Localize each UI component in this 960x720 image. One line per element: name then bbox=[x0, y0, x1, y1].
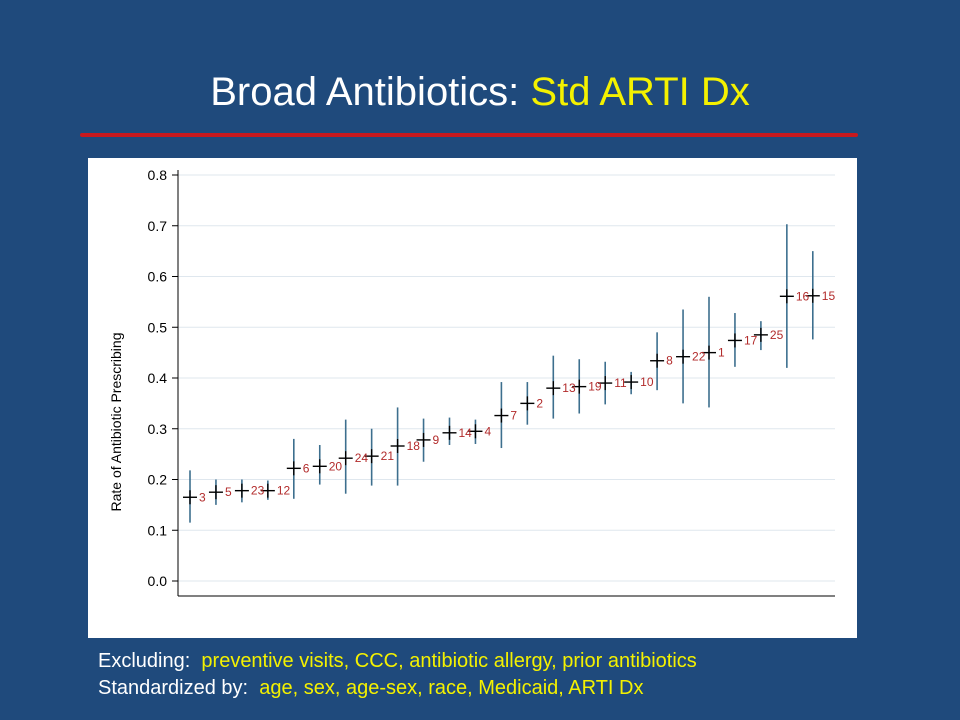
point-label: 14 bbox=[459, 426, 473, 440]
confidence-intervals bbox=[189, 224, 814, 523]
point-label: 15 bbox=[822, 289, 836, 303]
data-point bbox=[624, 375, 639, 390]
y-tick-label: 0.3 bbox=[148, 421, 168, 437]
data-point bbox=[650, 353, 665, 368]
y-tick-label: 0.5 bbox=[148, 319, 168, 335]
data-point bbox=[468, 424, 483, 439]
data-point bbox=[676, 349, 691, 364]
data-point bbox=[805, 288, 820, 303]
point-label: 20 bbox=[329, 459, 343, 473]
point-label: 23 bbox=[251, 484, 265, 498]
slide-title-accent: Std ARTI Dx bbox=[530, 70, 750, 114]
point-label: 21 bbox=[381, 449, 395, 463]
chart-panel: 0.0 0.1 0.2 0.3 0.4 0.5 0.6 0.7 0.8 3 5 23 12 6 20 24 2… bbox=[88, 158, 857, 638]
data-point bbox=[286, 461, 301, 476]
point-label: 10 bbox=[640, 375, 654, 389]
data-point bbox=[338, 451, 353, 466]
point-label: 7 bbox=[510, 409, 517, 423]
standardized-value: age, sex, age-sex, race, Medicaid, ARTI … bbox=[259, 677, 644, 699]
y-tick-label: 0.1 bbox=[148, 522, 168, 538]
point-label: 1 bbox=[718, 346, 725, 360]
data-point bbox=[494, 408, 509, 423]
y-tick-label: 0.2 bbox=[148, 472, 168, 488]
data-point bbox=[390, 439, 405, 454]
data-point bbox=[572, 379, 587, 394]
point-label: 3 bbox=[199, 490, 206, 504]
data-point bbox=[546, 381, 561, 396]
data-point bbox=[234, 483, 249, 498]
standardized-note: Standardized by: age, sex, age-sex, race… bbox=[98, 675, 948, 702]
data-point bbox=[442, 425, 457, 440]
point-label: 2 bbox=[536, 396, 543, 410]
y-tick-labels: 0.0 0.1 0.2 0.3 0.4 0.5 0.6 0.7 0.8 bbox=[148, 167, 168, 589]
excluding-value: preventive visits, CCC, antibiotic aller… bbox=[201, 650, 697, 672]
point-label: 11 bbox=[614, 376, 627, 390]
data-point bbox=[260, 483, 275, 498]
title-underline bbox=[80, 133, 858, 137]
data-point bbox=[702, 345, 716, 360]
slide-title: Broad Antibiotics: Std ARTI Dx bbox=[0, 70, 960, 115]
axes bbox=[172, 170, 835, 597]
point-label: 25 bbox=[770, 328, 784, 342]
point-label: 22 bbox=[692, 350, 706, 364]
y-tick-label: 0.0 bbox=[148, 573, 168, 589]
excluding-note: Excluding: preventive visits, CCC, antib… bbox=[98, 648, 948, 675]
data-point bbox=[364, 449, 379, 464]
point-label: 9 bbox=[433, 433, 440, 447]
point-label: 6 bbox=[303, 461, 310, 475]
point-estimates bbox=[183, 288, 820, 505]
point-labels: 3 5 23 12 6 20 24 21 18 9 14 4 7 2 13 19 11 10 8 22 1 17 25 16 1… bbox=[199, 289, 835, 504]
data-point bbox=[753, 327, 768, 342]
point-label: 18 bbox=[407, 439, 421, 453]
data-point bbox=[416, 432, 431, 447]
point-label: 8 bbox=[666, 354, 673, 368]
data-point bbox=[779, 289, 794, 304]
standardized-label: Standardized by: bbox=[98, 677, 249, 699]
point-label: 17 bbox=[744, 333, 758, 347]
point-label: 5 bbox=[225, 485, 232, 499]
y-tick-label: 0.6 bbox=[148, 269, 168, 285]
point-label: 13 bbox=[562, 381, 576, 395]
y-tick-label: 0.7 bbox=[148, 218, 168, 234]
data-point bbox=[208, 485, 223, 500]
y-tick-label: 0.8 bbox=[148, 167, 168, 183]
data-point bbox=[520, 396, 535, 411]
point-label: 16 bbox=[796, 289, 810, 303]
slide-title-main: Broad Antibiotics: bbox=[210, 70, 531, 114]
data-point bbox=[727, 333, 742, 348]
data-point bbox=[598, 376, 613, 391]
footnotes: Excluding: preventive visits, CCC, antib… bbox=[98, 648, 948, 702]
data-point bbox=[183, 490, 197, 505]
point-label: 24 bbox=[355, 451, 369, 465]
y-tick-label: 0.4 bbox=[148, 370, 168, 386]
point-label: 12 bbox=[277, 484, 291, 498]
gridlines bbox=[178, 174, 835, 582]
data-point bbox=[312, 459, 327, 474]
y-axis-label: Rate of Antibiotic Prescribing bbox=[108, 333, 124, 512]
point-label: 4 bbox=[484, 424, 491, 438]
excluding-label: Excluding: bbox=[98, 650, 191, 672]
point-label: 19 bbox=[588, 380, 602, 394]
